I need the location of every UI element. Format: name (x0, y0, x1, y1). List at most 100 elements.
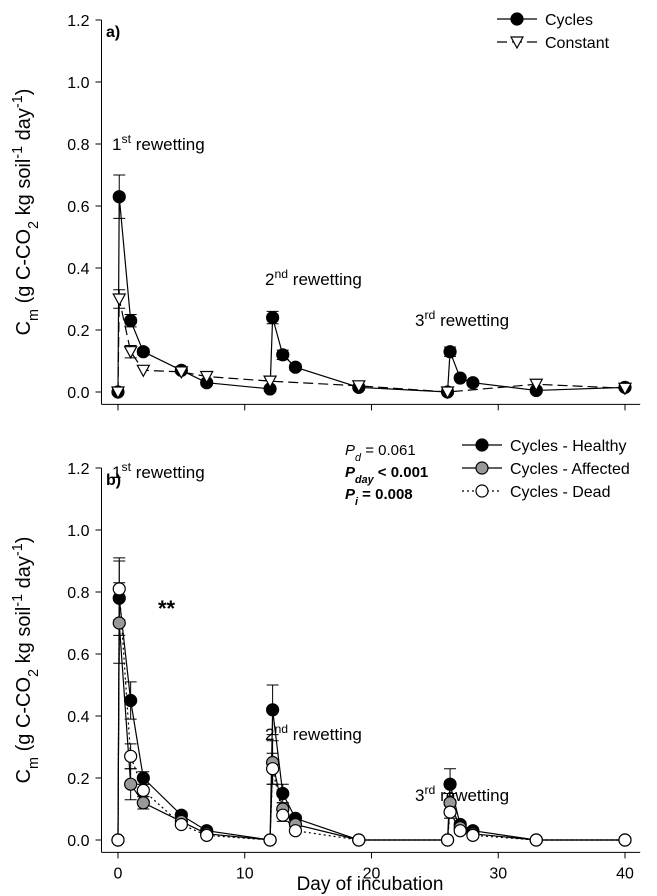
stat-text: Pi = 0.008 (345, 486, 413, 508)
marker (453, 371, 467, 385)
text-part: rd (424, 308, 435, 322)
annotation: 2nd rewetting (265, 267, 362, 289)
series-line (117, 298, 626, 393)
text-part: i (355, 496, 359, 508)
legend-marker (475, 438, 489, 452)
text-part: rewetting (288, 725, 362, 744)
text-part: m (26, 757, 42, 769)
marker (110, 386, 125, 400)
legend-marker (475, 461, 489, 475)
marker (136, 771, 150, 785)
annotation: 3rd rewetting (415, 308, 509, 330)
marker (111, 833, 125, 847)
y-tick-label: 0.6 (67, 199, 89, 216)
panel-label: a) (106, 24, 120, 41)
marker (266, 311, 280, 325)
y-tick-label: 0.8 (67, 137, 89, 154)
y-tick-label: 0.2 (67, 323, 89, 340)
text-part: rewetting (288, 270, 362, 289)
series-line (117, 622, 625, 841)
marker (112, 582, 126, 596)
stat-text: Pday < 0.001 (345, 464, 428, 486)
text-part: -1 (10, 146, 26, 159)
annotation: 1st rewetting (112, 132, 205, 154)
text-part: rewetting (435, 311, 509, 330)
text-part: st (121, 460, 131, 474)
marker (288, 824, 303, 838)
annotation: 3rd rewetting (415, 783, 509, 805)
text-part: = 0.061 (361, 442, 416, 459)
text-part: C (13, 321, 35, 335)
marker (466, 376, 480, 390)
text-part: rewetting (131, 135, 205, 154)
marker (112, 293, 127, 307)
text-part: m (26, 309, 42, 321)
y-tick-label: 0.4 (67, 709, 89, 726)
text-part: ** (158, 596, 176, 621)
text-part: d (355, 452, 362, 464)
series-line (117, 598, 625, 841)
text-part: -1 (10, 95, 26, 108)
marker (112, 616, 126, 630)
marker (266, 762, 280, 776)
marker (443, 345, 457, 359)
legend-label: Constant (545, 35, 610, 52)
text-part: 3 (415, 311, 424, 330)
y-tick-label: 1.2 (67, 461, 89, 478)
text-part: ) (13, 537, 35, 544)
text-part: nd (274, 267, 288, 281)
marker (124, 314, 138, 328)
marker (124, 693, 138, 708)
text-part: (g C-CO (13, 229, 35, 309)
marker (529, 378, 544, 392)
marker (263, 375, 278, 389)
text-part: 2 (265, 270, 274, 289)
marker (124, 777, 138, 791)
y-tick-label: 0.4 (67, 261, 89, 278)
text-part: P (345, 442, 355, 459)
x-tick-label: 20 (363, 865, 381, 882)
marker (276, 786, 290, 801)
marker (453, 824, 467, 838)
marker (529, 833, 543, 847)
annotation: 1st rewetting (112, 460, 205, 482)
text-part: kg soil (13, 607, 35, 669)
text-part: (g C-CO (13, 677, 35, 757)
marker (136, 783, 150, 798)
panel-label: b) (106, 472, 121, 489)
marker (174, 817, 188, 832)
x-tick-label: 0 (114, 865, 123, 882)
marker (266, 703, 280, 717)
marker (136, 796, 150, 810)
legend-marker (510, 12, 524, 26)
marker (351, 380, 366, 394)
text-part: 2 (26, 221, 42, 229)
legend-label: Cycles - Healthy (510, 438, 626, 455)
y-tick-label: 0.6 (67, 647, 89, 664)
text-part: 1 (112, 463, 121, 482)
marker (288, 360, 303, 374)
stat-text: Pd = 0.061 (345, 442, 416, 464)
text-part: st (121, 132, 131, 146)
marker (440, 833, 455, 847)
text-part: day (355, 474, 375, 486)
text-part: P (345, 486, 356, 503)
marker (466, 828, 480, 842)
series-line (117, 196, 626, 393)
text-part: C (13, 769, 35, 783)
x-tick-label: 30 (489, 865, 507, 882)
text-part: P (345, 464, 356, 481)
text-part: -1 (10, 543, 26, 556)
text-part: < 0.001 (374, 464, 429, 481)
marker (123, 346, 138, 359)
legend-marker (509, 36, 525, 50)
y-tick-label: 0.2 (67, 771, 89, 788)
y-axis-title: Cm (g C-CO2 kg soil-1 day-1) (10, 89, 42, 336)
annotation: ** (158, 596, 176, 621)
x-tick-label: 40 (616, 865, 634, 882)
marker (352, 833, 366, 847)
marker (276, 348, 290, 362)
marker (443, 805, 457, 819)
y-tick-label: 1.0 (67, 523, 89, 540)
